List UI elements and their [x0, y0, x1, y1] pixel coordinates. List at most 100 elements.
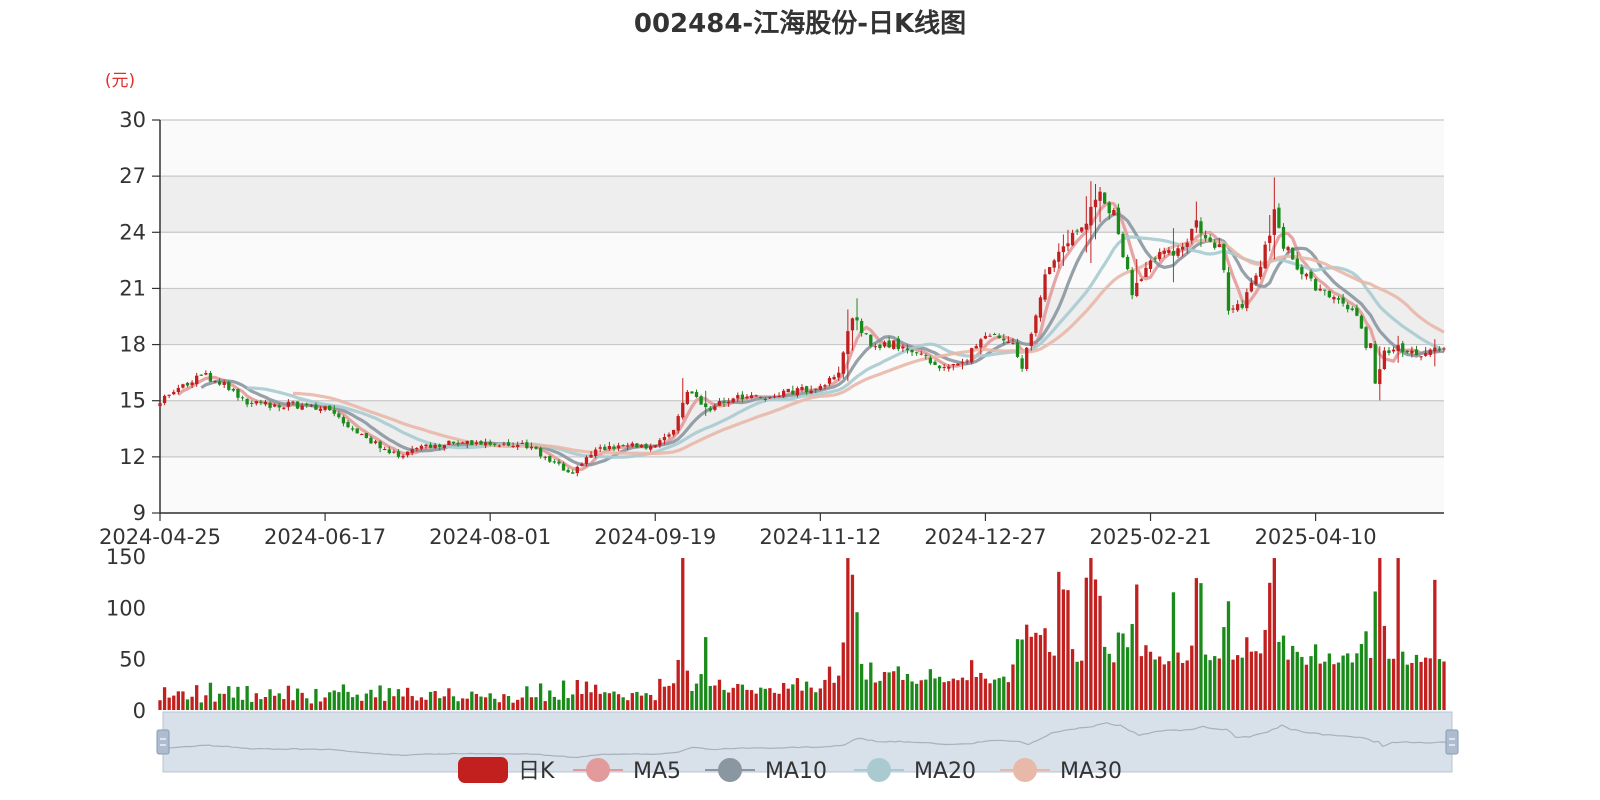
- price-tick-label: 9: [133, 501, 146, 525]
- candle-body: [1158, 252, 1162, 260]
- volume-bar: [1125, 647, 1130, 710]
- volume-bar: [461, 698, 465, 710]
- candle-body: [1025, 347, 1029, 369]
- volume-bar: [158, 700, 162, 710]
- volume-bar: [740, 684, 745, 710]
- data-zoom-slider[interactable]: [156, 711, 1459, 773]
- volume-bar: [947, 681, 951, 710]
- x-tick-label: 2024-04-25: [99, 525, 221, 549]
- volume-bar: [286, 685, 291, 710]
- candle-body: [621, 445, 625, 447]
- candle-body: [607, 446, 612, 449]
- candle-body: [176, 387, 180, 393]
- legend[interactable]: 日K MA5 MA10 MA20 MA30: [458, 757, 1122, 784]
- candle-body: [1346, 304, 1350, 310]
- x-tick-label: 2025-02-21: [1089, 525, 1211, 549]
- volume-bar: [616, 694, 621, 710]
- candle-body: [635, 443, 639, 448]
- volume-bar: [722, 689, 726, 710]
- volume-bar: [988, 683, 992, 710]
- volume-bar: [1029, 636, 1033, 710]
- volume-bar: [1043, 628, 1047, 710]
- candle-body: [901, 346, 905, 349]
- legend-item-ma30[interactable]: MA30: [1000, 758, 1122, 784]
- volume-bar: [1327, 653, 1332, 710]
- candle-body: [960, 362, 965, 364]
- zoom-handle: [156, 729, 170, 755]
- candle-body: [1235, 304, 1240, 311]
- candle-body: [1405, 350, 1409, 353]
- volume-bar: [456, 701, 460, 710]
- volume-bar: [181, 691, 185, 710]
- candle-body: [483, 442, 488, 446]
- legend-item-日k[interactable]: 日K: [458, 757, 555, 784]
- volume-bar: [1359, 644, 1364, 710]
- zoom-window: [162, 711, 1453, 773]
- volume-bar: [447, 688, 451, 710]
- candle-body: [584, 457, 589, 464]
- volume-bar: [488, 693, 492, 710]
- candle-body: [1125, 256, 1130, 270]
- volume-bar: [543, 701, 547, 710]
- volume-bar: [1158, 656, 1162, 710]
- price-tick-label: 18: [119, 333, 146, 357]
- candle-body: [1323, 289, 1327, 291]
- chart-title: 002484-江海股份-日K线图: [634, 9, 966, 39]
- volume-bar: [662, 686, 667, 710]
- volume-bar: [635, 691, 639, 710]
- candle-body: [1194, 220, 1199, 228]
- legend-item-ma5[interactable]: MA5: [573, 758, 681, 784]
- legend-item-ma20[interactable]: MA20: [854, 758, 976, 784]
- candle-body: [456, 442, 460, 445]
- volume-bar: [350, 697, 355, 710]
- candle-body: [337, 413, 341, 418]
- volume-bar: [566, 698, 570, 710]
- volume-bar: [199, 702, 203, 710]
- candle-body: [979, 339, 983, 348]
- volume-bar: [1116, 632, 1121, 710]
- volume-bar: [516, 699, 520, 710]
- candle-body: [630, 443, 634, 447]
- candle-body: [346, 421, 350, 428]
- volume-bar: [1373, 591, 1377, 710]
- volume-bar: [254, 693, 258, 710]
- volume-bar: [937, 676, 942, 710]
- volume-bars: [158, 558, 1446, 710]
- volume-bar: [809, 687, 813, 710]
- candle-body: [282, 407, 286, 409]
- candle-body: [1424, 353, 1428, 356]
- candle-body: [892, 340, 896, 349]
- legend-icon: [586, 758, 610, 782]
- legend-item-ma10[interactable]: MA10: [705, 758, 827, 784]
- candle-body: [1034, 315, 1038, 333]
- candle-body: [580, 463, 584, 466]
- volume-bar: [983, 678, 988, 710]
- price-grid-band: [160, 176, 1444, 233]
- volume-bar: [901, 679, 905, 710]
- volume-bar: [681, 558, 685, 710]
- volume-bar: [213, 701, 217, 710]
- volume-bar: [814, 692, 818, 710]
- candle-body: [1075, 230, 1079, 232]
- volume-bar: [1364, 631, 1368, 710]
- volume-bar: [575, 680, 579, 710]
- volume-bar: [823, 679, 827, 710]
- candle-body: [305, 404, 309, 406]
- candle-body: [1268, 235, 1272, 243]
- candle-body: [1359, 315, 1364, 329]
- volume-bar: [1263, 629, 1267, 710]
- candle-body: [525, 442, 529, 449]
- volume-bar: [905, 674, 910, 710]
- volume-bar: [621, 697, 625, 710]
- candle-body: [694, 392, 699, 397]
- candle-body: [1387, 350, 1391, 353]
- candle-body: [1378, 369, 1382, 385]
- volume-bar: [1089, 558, 1093, 710]
- candle-body: [859, 320, 864, 333]
- legend-label: 日K: [518, 759, 555, 784]
- candle-body: [259, 401, 263, 403]
- volume-bar: [415, 700, 419, 710]
- volume-bar: [162, 687, 167, 710]
- candle-body: [245, 398, 249, 405]
- volume-bar: [754, 693, 758, 710]
